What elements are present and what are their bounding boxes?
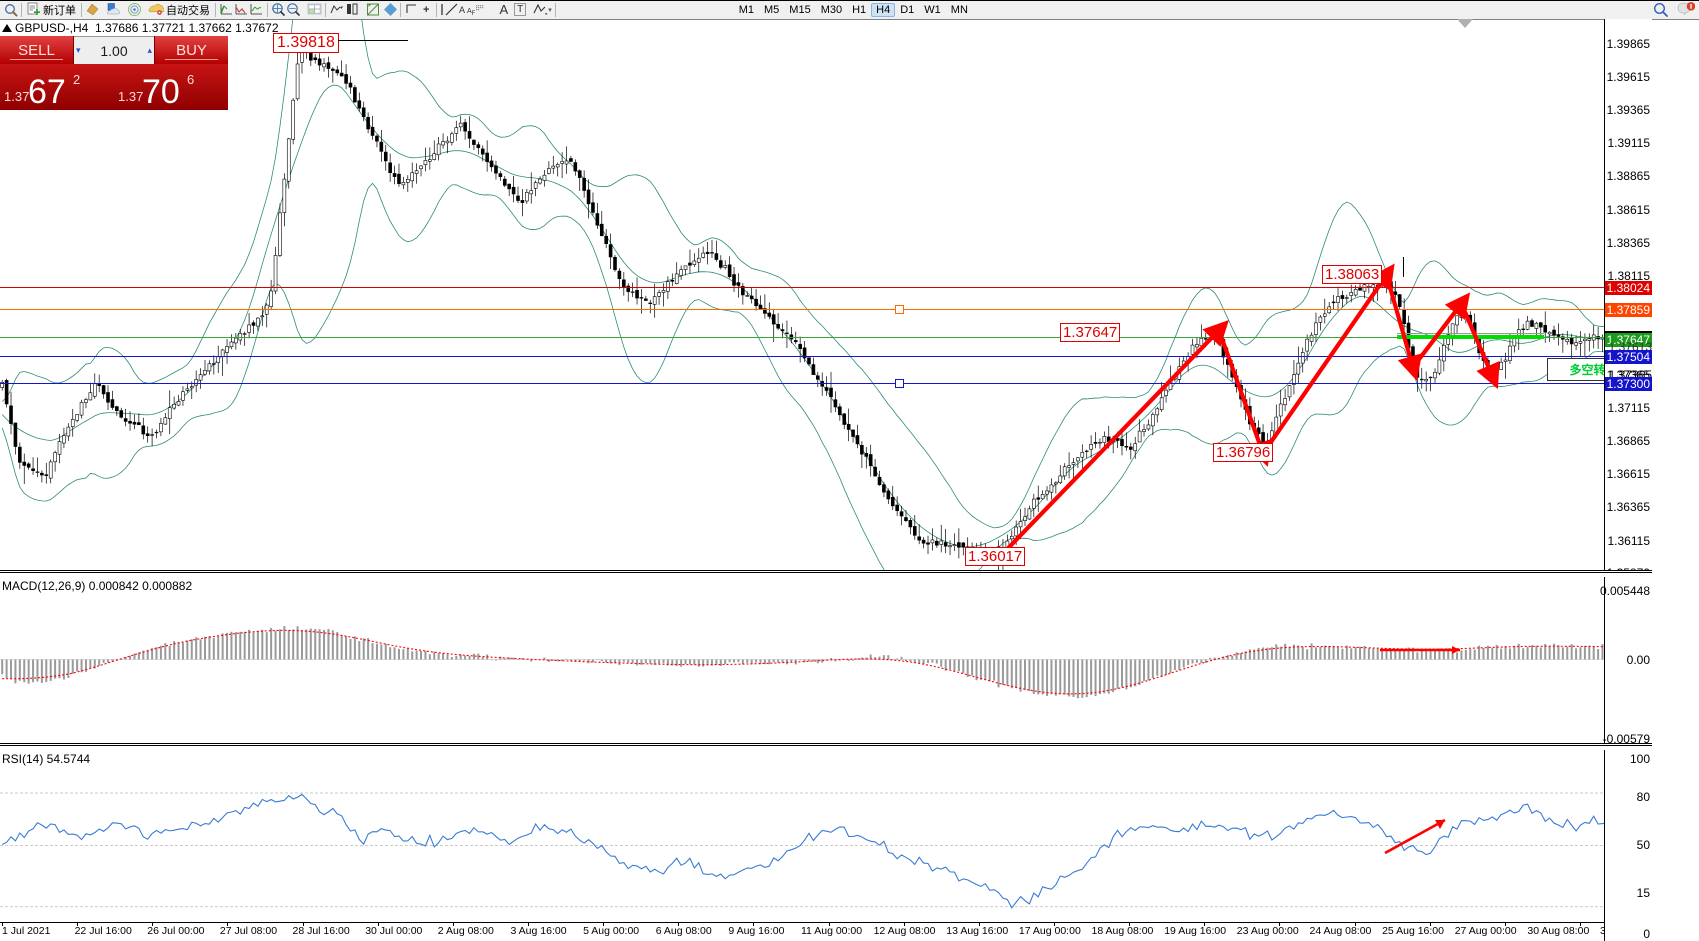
svg-text:A: A — [459, 5, 465, 15]
